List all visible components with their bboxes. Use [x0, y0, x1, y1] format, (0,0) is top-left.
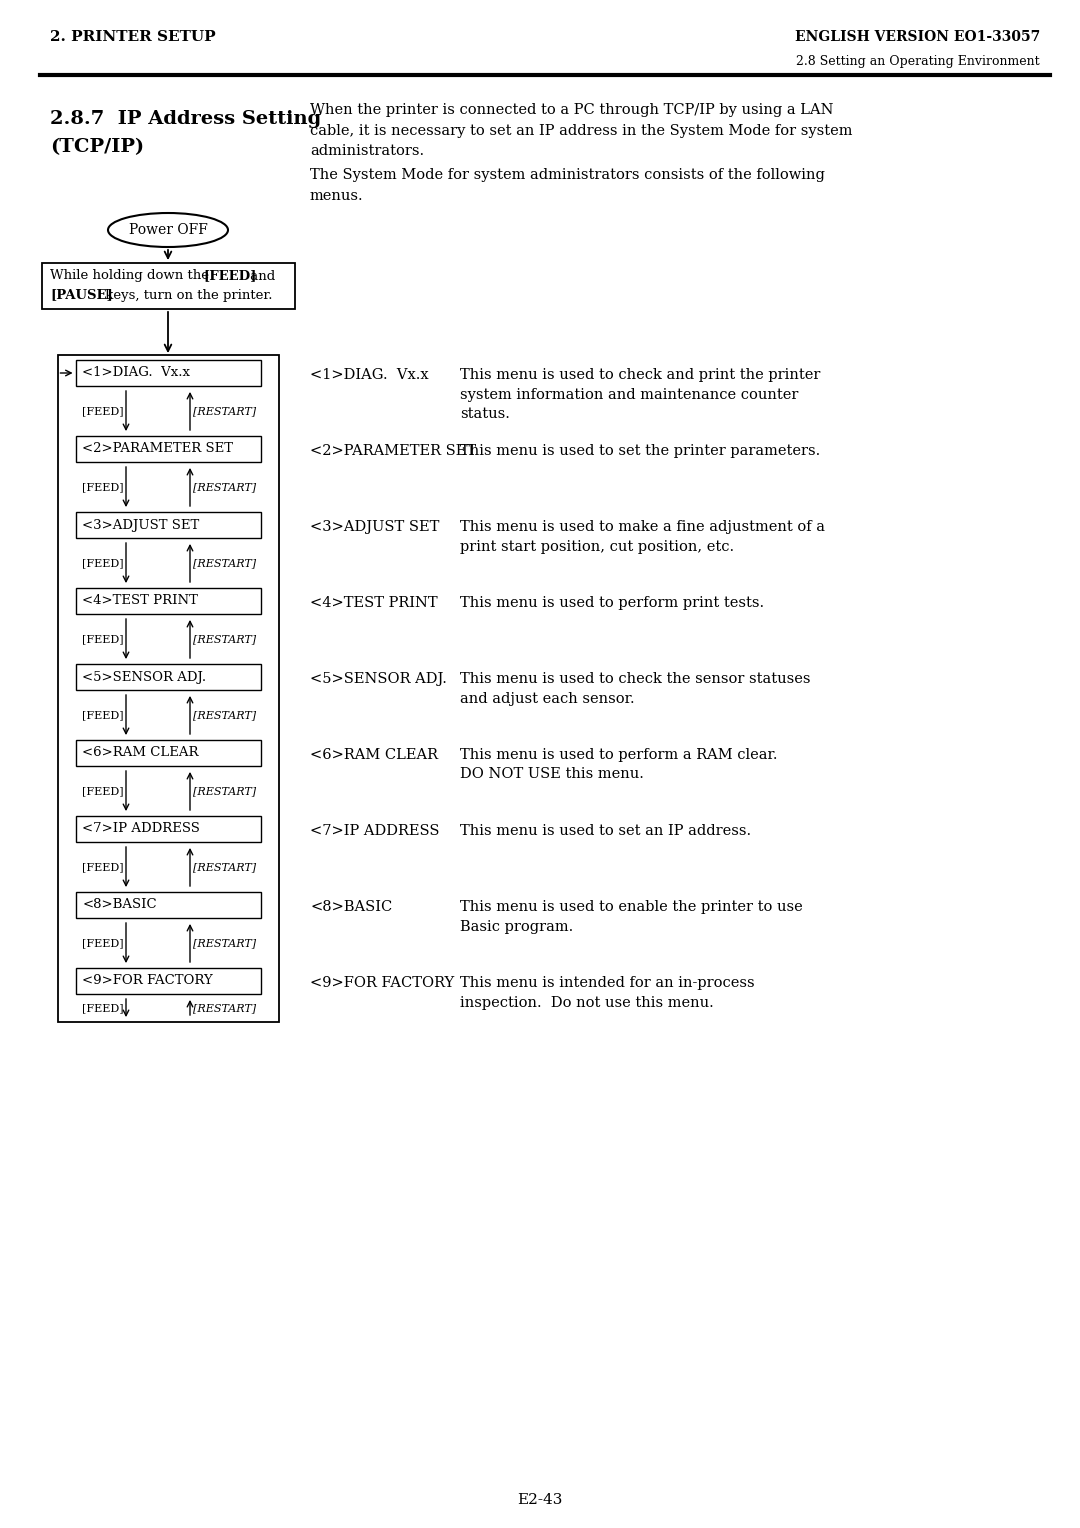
Text: [PAUSE]: [PAUSE]: [50, 289, 112, 301]
Text: 2. PRINTER SETUP: 2. PRINTER SETUP: [50, 31, 216, 44]
Text: While holding down the: While holding down the: [50, 269, 213, 283]
Text: ENGLISH VERSION EO1-33057: ENGLISH VERSION EO1-33057: [795, 31, 1040, 44]
Text: 2.8 Setting an Operating Environment: 2.8 Setting an Operating Environment: [796, 55, 1040, 69]
Bar: [76, 816, 260, 842]
Bar: [76, 665, 260, 691]
Text: <4>TEST PRINT: <4>TEST PRINT: [82, 594, 199, 608]
Text: <5>SENSOR ADJ.: <5>SENSOR ADJ.: [310, 672, 447, 686]
Text: [RESTART]: [RESTART]: [193, 938, 256, 947]
Text: [RESTART]: [RESTART]: [193, 634, 256, 643]
Text: This menu is used to set the printer parameters.: This menu is used to set the printer par…: [460, 445, 820, 458]
Text: [RESTART]: [RESTART]: [193, 1002, 256, 1013]
Text: [FEED]: [FEED]: [82, 481, 124, 492]
Text: [FEED]: [FEED]: [82, 711, 124, 720]
Text: [RESTART]: [RESTART]: [193, 481, 256, 492]
Text: [FEED]: [FEED]: [203, 269, 256, 283]
Text: [RESTART]: [RESTART]: [193, 406, 256, 416]
Text: keys, turn on the printer.: keys, turn on the printer.: [102, 289, 272, 301]
Text: This menu is intended for an in-process
inspection.  Do not use this menu.: This menu is intended for an in-process …: [460, 976, 755, 1010]
Text: [FEED]: [FEED]: [82, 558, 124, 568]
Text: E2-43: E2-43: [517, 1493, 563, 1507]
Text: 2.8.7  IP Address Setting: 2.8.7 IP Address Setting: [50, 110, 321, 128]
Text: <6>RAM CLEAR: <6>RAM CLEAR: [310, 749, 438, 762]
Text: and: and: [246, 269, 275, 283]
Text: The System Mode for system administrators consists of the following
menus.: The System Mode for system administrator…: [310, 168, 825, 203]
Bar: [76, 892, 260, 918]
Bar: [42, 263, 295, 309]
Text: <7>IP ADDRESS: <7>IP ADDRESS: [310, 824, 440, 837]
Text: <2>PARAMETER SET: <2>PARAMETER SET: [82, 443, 233, 455]
Text: [FEED]: [FEED]: [82, 634, 124, 643]
Text: This menu is used to check the sensor statuses
and adjust each sensor.: This menu is used to check the sensor st…: [460, 672, 810, 706]
Text: <3>ADJUST SET: <3>ADJUST SET: [310, 520, 440, 533]
Text: This menu is used to set an IP address.: This menu is used to set an IP address.: [460, 824, 751, 837]
Text: <5>SENSOR ADJ.: <5>SENSOR ADJ.: [82, 671, 206, 683]
Bar: [76, 361, 260, 387]
Bar: [57, 354, 279, 1022]
Text: <8>BASIC: <8>BASIC: [82, 898, 157, 912]
Bar: [76, 588, 260, 614]
Text: [FEED]: [FEED]: [82, 785, 124, 796]
Text: [FEED]: [FEED]: [82, 1002, 124, 1013]
Text: <6>RAM CLEAR: <6>RAM CLEAR: [82, 747, 199, 759]
Text: [FEED]: [FEED]: [82, 862, 124, 872]
Text: This menu is used to perform a RAM clear.
DO NOT USE this menu.: This menu is used to perform a RAM clear…: [460, 749, 778, 781]
Text: When the printer is connected to a PC through TCP/IP by using a LAN
cable, it is: When the printer is connected to a PC th…: [310, 102, 852, 159]
Text: <9>FOR FACTORY: <9>FOR FACTORY: [82, 975, 213, 987]
Text: [RESTART]: [RESTART]: [193, 785, 256, 796]
Text: [FEED]: [FEED]: [82, 406, 124, 416]
Text: [RESTART]: [RESTART]: [193, 711, 256, 720]
Bar: [76, 435, 260, 461]
Text: <2>PARAMETER SET: <2>PARAMETER SET: [310, 445, 476, 458]
Text: <1>DIAG.  Vx.x: <1>DIAG. Vx.x: [82, 367, 190, 379]
Text: (TCP/IP): (TCP/IP): [50, 138, 144, 156]
Text: [RESTART]: [RESTART]: [193, 862, 256, 872]
Bar: [76, 512, 260, 538]
Text: <8>BASIC: <8>BASIC: [310, 900, 392, 914]
Text: <7>IP ADDRESS: <7>IP ADDRESS: [82, 822, 201, 836]
Bar: [76, 740, 260, 766]
Text: <3>ADJUST SET: <3>ADJUST SET: [82, 518, 200, 532]
Text: This menu is used to make a fine adjustment of a
print start position, cut posit: This menu is used to make a fine adjustm…: [460, 520, 825, 553]
Text: This menu is used to perform print tests.: This menu is used to perform print tests…: [460, 596, 765, 610]
Text: Power OFF: Power OFF: [129, 223, 207, 237]
Text: <4>TEST PRINT: <4>TEST PRINT: [310, 596, 437, 610]
Text: This menu is used to check and print the printer
system information and maintena: This menu is used to check and print the…: [460, 368, 821, 422]
Text: [FEED]: [FEED]: [82, 938, 124, 947]
Text: <9>FOR FACTORY: <9>FOR FACTORY: [310, 976, 455, 990]
Bar: [76, 969, 260, 995]
Text: [RESTART]: [RESTART]: [193, 558, 256, 568]
Text: This menu is used to enable the printer to use
Basic program.: This menu is used to enable the printer …: [460, 900, 802, 934]
Text: <1>DIAG.  Vx.x: <1>DIAG. Vx.x: [310, 368, 429, 382]
